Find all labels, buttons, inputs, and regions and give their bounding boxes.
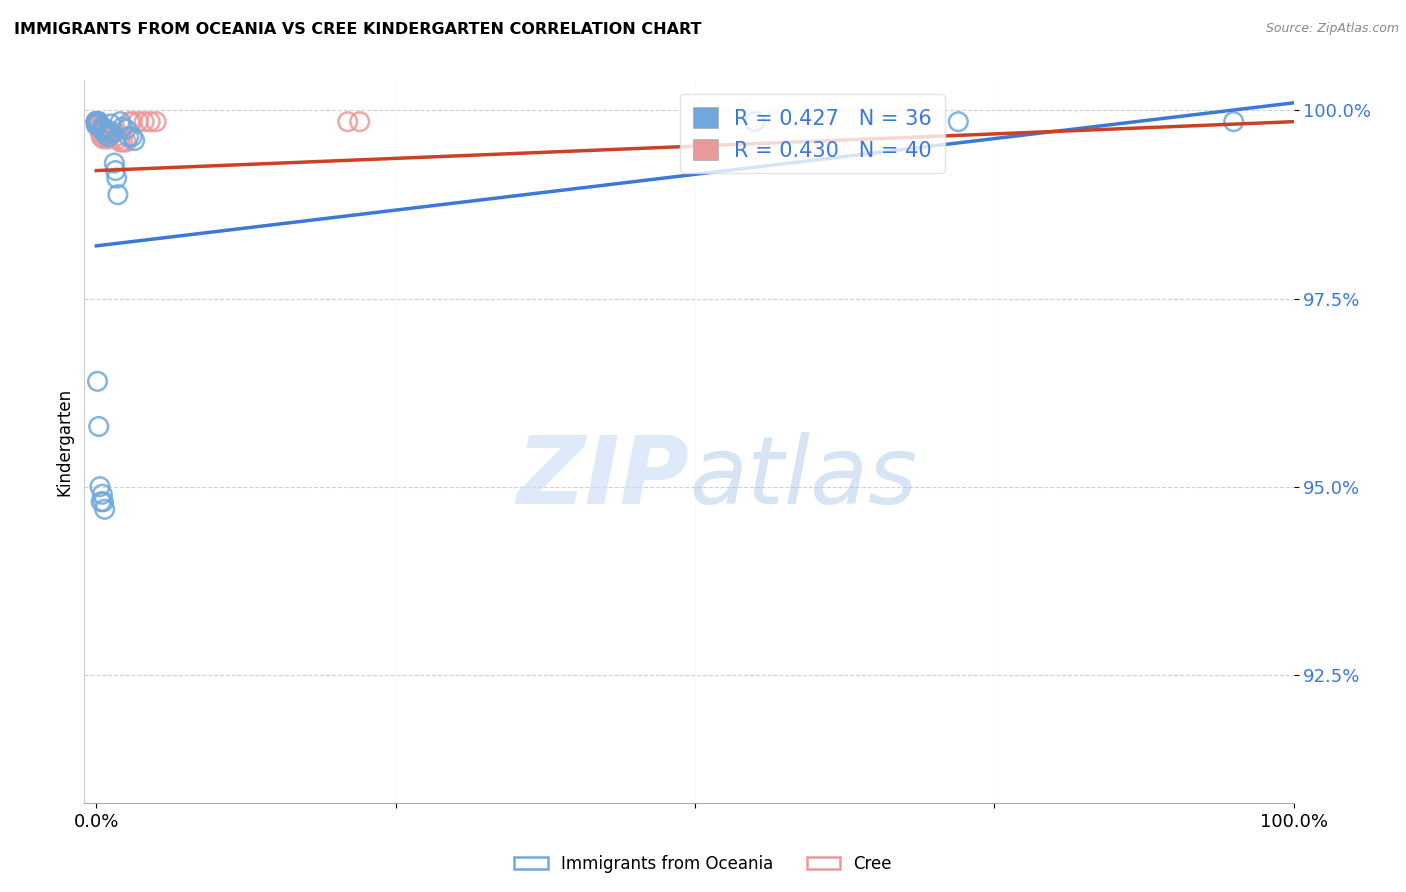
Point bbox=[103, 126, 125, 140]
Point bbox=[94, 124, 117, 138]
Point bbox=[90, 122, 112, 136]
Point bbox=[121, 114, 143, 128]
Point bbox=[97, 129, 120, 144]
Point bbox=[91, 120, 114, 134]
Point bbox=[100, 117, 122, 131]
Point bbox=[86, 114, 108, 128]
Point bbox=[336, 114, 359, 128]
Text: atlas: atlas bbox=[689, 432, 917, 524]
Point bbox=[86, 114, 108, 128]
Point bbox=[121, 129, 143, 144]
Point bbox=[87, 419, 110, 434]
Point bbox=[101, 126, 124, 140]
Point bbox=[93, 122, 115, 136]
Point bbox=[108, 132, 131, 146]
Point bbox=[87, 117, 110, 131]
Point bbox=[111, 135, 134, 149]
Point bbox=[124, 134, 146, 148]
Point bbox=[91, 128, 114, 142]
Point bbox=[127, 114, 149, 128]
Point bbox=[91, 487, 114, 501]
Point bbox=[86, 114, 108, 128]
Point bbox=[349, 114, 371, 128]
Point bbox=[87, 120, 110, 134]
Y-axis label: Kindergarten: Kindergarten bbox=[55, 387, 73, 496]
Point bbox=[145, 114, 167, 128]
Point bbox=[93, 122, 115, 136]
Point bbox=[89, 480, 111, 494]
Point bbox=[86, 114, 108, 128]
Point bbox=[86, 114, 108, 128]
Point bbox=[90, 495, 112, 509]
Point bbox=[118, 129, 141, 144]
Point bbox=[86, 117, 108, 131]
Point bbox=[115, 135, 138, 149]
Point bbox=[105, 171, 128, 186]
Point bbox=[86, 114, 108, 128]
Legend: Immigrants from Oceania, Cree: Immigrants from Oceania, Cree bbox=[508, 848, 898, 880]
Point bbox=[87, 114, 110, 128]
Point bbox=[139, 114, 162, 128]
Point bbox=[91, 129, 114, 144]
Point bbox=[93, 502, 115, 516]
Text: IMMIGRANTS FROM OCEANIA VS CREE KINDERGARTEN CORRELATION CHART: IMMIGRANTS FROM OCEANIA VS CREE KINDERGA… bbox=[14, 22, 702, 37]
Point bbox=[86, 114, 108, 128]
Point bbox=[97, 132, 120, 146]
Point bbox=[90, 129, 112, 144]
Point bbox=[118, 114, 141, 128]
Point bbox=[86, 119, 108, 133]
Point bbox=[86, 114, 108, 128]
Point bbox=[948, 114, 970, 128]
Text: Source: ZipAtlas.com: Source: ZipAtlas.com bbox=[1265, 22, 1399, 36]
Point bbox=[89, 120, 111, 134]
Point bbox=[1222, 114, 1244, 128]
Point bbox=[744, 114, 766, 128]
Point bbox=[86, 114, 108, 128]
Point bbox=[89, 124, 111, 138]
Point bbox=[111, 120, 134, 134]
Point bbox=[86, 114, 108, 128]
Point bbox=[97, 124, 120, 138]
Text: ZIP: ZIP bbox=[516, 432, 689, 524]
Point bbox=[110, 135, 132, 149]
Point bbox=[115, 122, 138, 136]
Point bbox=[110, 114, 132, 128]
Point bbox=[107, 187, 129, 202]
Point bbox=[86, 114, 108, 128]
Point bbox=[91, 122, 114, 136]
Point bbox=[101, 124, 124, 138]
Point bbox=[86, 114, 108, 128]
Point bbox=[93, 495, 115, 509]
Point bbox=[104, 163, 127, 178]
Point bbox=[103, 156, 125, 170]
Point bbox=[105, 129, 128, 144]
Point bbox=[86, 114, 108, 128]
Legend: R = 0.427   N = 36, R = 0.430   N = 40: R = 0.427 N = 36, R = 0.430 N = 40 bbox=[681, 95, 945, 173]
Point bbox=[134, 114, 156, 128]
Point bbox=[94, 128, 117, 142]
Point bbox=[86, 114, 108, 128]
Point bbox=[86, 375, 108, 389]
Point bbox=[98, 129, 121, 144]
Point bbox=[96, 128, 118, 142]
Point bbox=[93, 124, 115, 138]
Point bbox=[86, 114, 108, 128]
Point bbox=[93, 132, 115, 146]
